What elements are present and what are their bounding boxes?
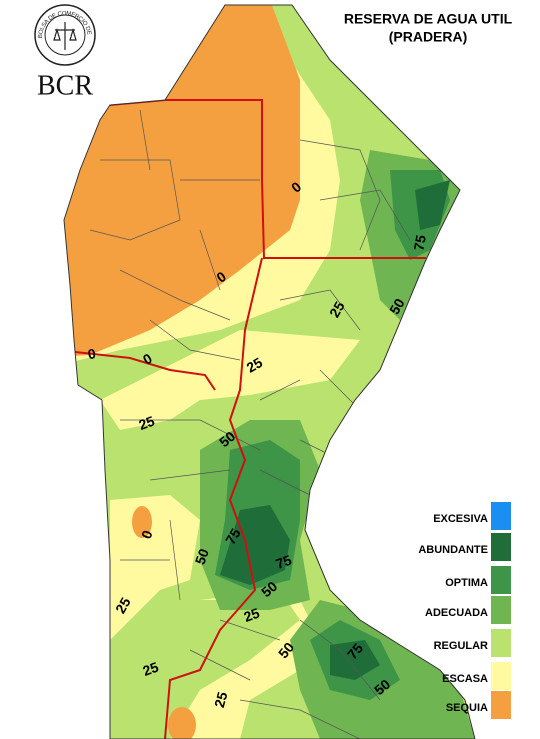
zone-abundante [330,640,380,680]
legend-label: REGULAR [434,640,488,652]
legend-swatch [491,629,511,657]
legend-label: ABUNDANTE [418,544,488,556]
contour-label: 50 [386,295,408,317]
contour-label: 25 [326,298,348,320]
contour-label: 25 [137,413,157,433]
legend-label: ADECUADA [425,607,488,619]
province-outline [63,4,476,739]
legend-label: EXCESIVA [433,513,488,525]
legend-swatch [491,502,511,530]
contour-label: 25 [211,690,231,709]
zone-abundante [415,180,450,230]
legend: EXCESIVA ABUNDANTE OPTIMA ADECUADA REGULAR ES… [418,502,511,719]
zone-escasa [100,330,360,430]
seal-emblem [53,22,77,50]
contour-label: 25 [112,594,134,616]
legend-swatch [491,533,511,561]
title-line: (PRADERA) [389,29,468,45]
zone-abundante [220,505,290,585]
zone-sequia [168,707,196,739]
county-lines [89,109,411,739]
zone-sequia [132,506,152,538]
legend-swatch [491,566,511,594]
legend-swatch [491,596,511,624]
seal-inner [44,14,86,56]
legend-label: SEQUIA [446,702,488,714]
contour-label: 50 [192,546,212,566]
contour-label: 75 [222,525,244,547]
zone-escasa [170,590,320,739]
contour-label: 25 [244,354,266,376]
legend-swatch [491,662,511,690]
contour-label: 0 [87,345,98,362]
contour-label: 25 [141,659,161,679]
logo-name: BCR [37,70,93,101]
legend-label: OPTIMA [445,577,488,589]
contour-label: 75 [410,234,428,252]
title-line: RESERVA DE AGUA UTIL [344,11,513,27]
contour-label: 25 [242,605,262,625]
zone-escasa [110,495,200,640]
legend-swatch [491,691,511,719]
contour-label: 75 [274,552,294,572]
legend-label: ESCASA [442,673,488,685]
